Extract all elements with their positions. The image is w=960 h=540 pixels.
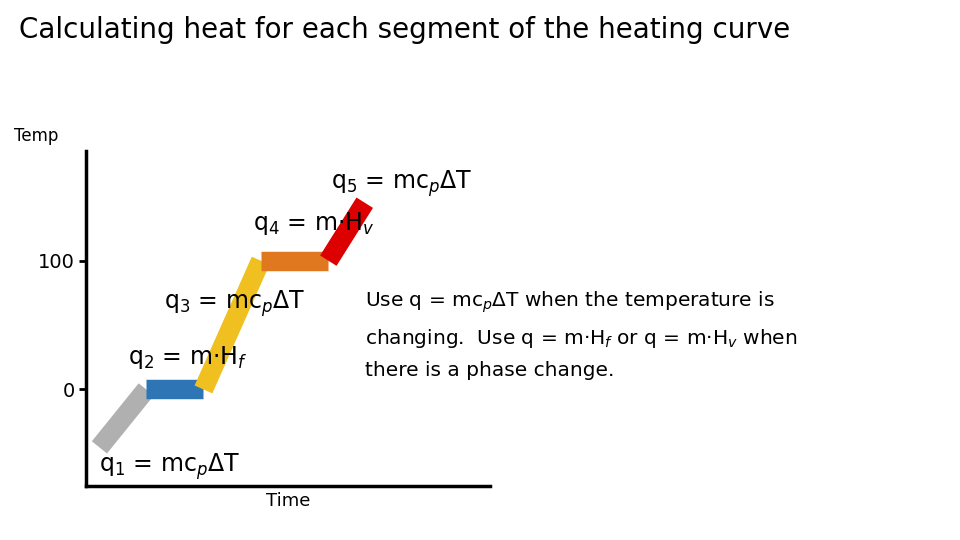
Text: q$_2$ = m·H$_f$: q$_2$ = m·H$_f$ <box>128 345 248 372</box>
Text: q$_5$ = mc$_p$$\Delta$T: q$_5$ = mc$_p$$\Delta$T <box>331 168 472 199</box>
Text: Use q = mc$_p$$\Delta$T when the temperature is
changing.  Use q = m·H$_f$ or q : Use q = mc$_p$$\Delta$T when the tempera… <box>365 290 797 380</box>
Text: Temp: Temp <box>13 126 59 145</box>
Text: q$_3$ = mc$_p$$\Delta$T: q$_3$ = mc$_p$$\Delta$T <box>164 288 306 319</box>
Text: q$_1$ = mc$_p$$\Delta$T: q$_1$ = mc$_p$$\Delta$T <box>100 451 241 482</box>
Text: Calculating heat for each segment of the heating curve: Calculating heat for each segment of the… <box>19 16 790 44</box>
X-axis label: Time: Time <box>266 491 310 510</box>
Text: q$_4$ = m·H$_v$: q$_4$ = m·H$_v$ <box>252 211 374 238</box>
